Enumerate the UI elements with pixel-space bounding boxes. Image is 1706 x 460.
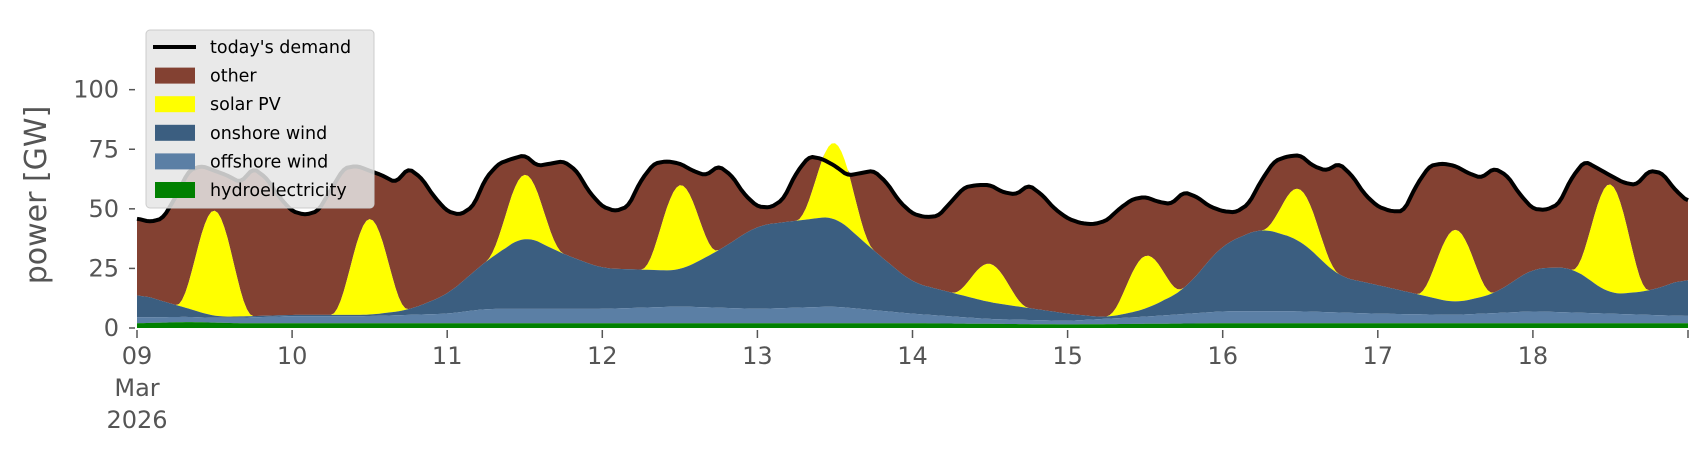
x-tick-label: 2026 — [106, 406, 167, 434]
y-tick-label: 100 — [73, 76, 119, 104]
y-tick-label: 75 — [88, 135, 119, 163]
legend-swatch — [155, 124, 195, 141]
x-tick-label: 09 — [122, 342, 153, 370]
x-tick-label: 13 — [742, 342, 773, 370]
series-area-offshore-wind — [137, 306, 1688, 325]
x-tick-label: 12 — [587, 342, 618, 370]
y-tick-label: 25 — [88, 254, 119, 282]
axes: 0 25 50 75 100 09 Mar 2026 10 11 12 13 14 15 16 17 18 — [73, 76, 1689, 434]
x-tick-label: 14 — [897, 342, 928, 370]
x-tick-label: 16 — [1207, 342, 1238, 370]
series-area-hydroelectricity — [137, 322, 1688, 328]
x-tick-label: 18 — [1518, 342, 1549, 370]
legend: today's demand other solar PV onshore wind o… — [145, 29, 375, 209]
x-tick-label: 17 — [1363, 342, 1394, 370]
y-tick-label: 50 — [88, 195, 119, 223]
legend-label: other — [210, 67, 257, 87]
legend-swatch — [155, 96, 195, 113]
x-tick-label: Mar — [114, 374, 159, 402]
legend-label: hydroelectricity — [210, 181, 347, 201]
x-tick-label: 15 — [1052, 342, 1083, 370]
legend-label: offshore wind — [210, 152, 328, 172]
legend-swatch — [155, 153, 195, 170]
legend-swatch — [155, 182, 195, 198]
demand-line — [136, 153, 1689, 226]
legend-box — [145, 29, 375, 209]
series-area-solar-pv — [137, 143, 1688, 317]
x-tick-label: 11 — [432, 342, 463, 370]
legend-label: solar PV — [210, 95, 281, 115]
y-axis-label: power [GW] — [19, 106, 54, 285]
x-tick-label: 10 — [277, 342, 308, 370]
series-area-onshore-wind — [137, 217, 1688, 321]
legend-swatch — [155, 67, 195, 84]
series-area-other — [137, 143, 1688, 317]
legend-label: onshore wind — [210, 124, 327, 144]
y-tick-label: 0 — [104, 314, 119, 342]
series-areas — [137, 143, 1688, 328]
demand-layer — [136, 153, 1689, 226]
legend-label: today's demand — [210, 38, 351, 58]
